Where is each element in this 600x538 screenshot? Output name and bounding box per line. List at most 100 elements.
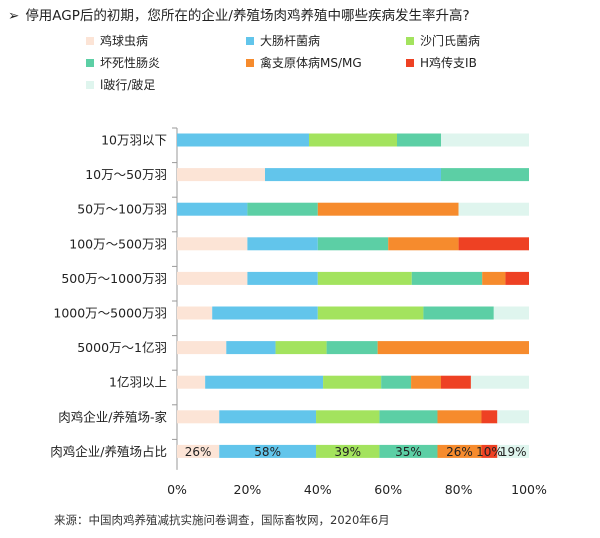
bar-segment <box>177 410 220 424</box>
x-tick-label: 0% <box>167 482 187 497</box>
legend-item: 禽支原体病MS/MG <box>246 56 362 70</box>
x-tick-label: 60% <box>374 482 402 497</box>
legend-item: 鸡球虫病 <box>86 34 148 48</box>
x-tick-label: 40% <box>304 482 332 497</box>
bar-segment <box>411 271 483 285</box>
category-label: 100万～500万羽 <box>69 236 167 251</box>
category-label: 肉鸡企业/养殖场占比 <box>50 444 167 459</box>
legend-label: 大肠杆菌病 <box>260 34 321 48</box>
bar-segment <box>323 375 382 389</box>
legend-swatch <box>246 37 254 45</box>
bar-segment <box>177 306 213 320</box>
bar-segment <box>212 306 318 320</box>
legend-swatch <box>406 37 414 45</box>
data-label: 58% <box>254 445 281 459</box>
data-label: 26% <box>446 445 473 459</box>
bar-segment <box>205 375 324 389</box>
bar-segment <box>377 341 529 355</box>
bar-segment <box>423 306 494 320</box>
bar-segment <box>265 168 441 182</box>
bar-segment <box>379 410 438 424</box>
bar-segment <box>458 237 529 251</box>
bar-segment <box>219 410 317 424</box>
legend-item: H鸡传支IB <box>406 56 477 70</box>
stacked-bar-chart: 10万羽以下 10万～50万羽 50万～100万羽 100万～500万羽 500万～10… <box>50 127 547 497</box>
category-label: 10万～50万羽 <box>85 167 167 182</box>
bar-segment <box>326 341 378 355</box>
bar-segment <box>388 237 459 251</box>
legend-label: l跛行/跛足 <box>100 78 156 92</box>
bar-segment <box>219 444 317 458</box>
bar-segment <box>316 410 380 424</box>
legend-label: 坏死性肠炎 <box>100 56 161 70</box>
bar-segment <box>482 271 506 285</box>
category-label: 1亿羽以上 <box>109 375 167 390</box>
bar-segment <box>379 444 438 458</box>
bar-segment <box>177 271 248 285</box>
bar-segment <box>177 168 265 182</box>
bar-segment <box>316 444 380 458</box>
bar-segment <box>309 133 397 147</box>
bar-segment <box>497 410 529 424</box>
data-label: 19% <box>500 445 527 459</box>
bar-segment <box>177 341 227 355</box>
bar-segment <box>317 271 412 285</box>
bar-segment <box>177 375 206 389</box>
source-note: 来源：中国肉鸡养殖减抗实施问卷调查，国际畜牧网，2020年6月 <box>54 513 390 527</box>
data-label: 26% <box>185 445 212 459</box>
title-arrow-icon: ➢ <box>8 8 20 24</box>
legend-label: 沙门氏菌病 <box>420 34 481 48</box>
bar-segment <box>247 237 318 251</box>
bar-segment <box>411 375 441 389</box>
bar-segment <box>493 306 529 320</box>
category-label: 50万～100万羽 <box>77 202 167 217</box>
legend-item: l跛行/跛足 <box>86 78 155 92</box>
category-label: 肉鸡企业/养殖场-家 <box>58 409 167 424</box>
x-tick-label: 80% <box>445 482 473 497</box>
data-label: 35% <box>395 445 422 459</box>
x-tick-label: 100% <box>511 482 547 497</box>
bar-segment <box>317 237 389 251</box>
bar-segment <box>397 133 441 147</box>
bar-segment <box>317 306 424 320</box>
legend-label: 鸡球虫病 <box>100 34 149 48</box>
bar-segment <box>177 444 220 458</box>
bar-segment <box>481 410 498 424</box>
legend-item: 坏死性肠炎 <box>86 56 160 70</box>
category-label: 500万～1000万羽 <box>61 271 167 286</box>
bar-segment <box>481 444 498 458</box>
bar-segment <box>470 375 529 389</box>
bar-segment <box>505 271 529 285</box>
bar-segment <box>437 444 482 458</box>
bar-segment <box>458 202 529 216</box>
bar-segment <box>247 202 318 216</box>
category-label: 10万羽以下 <box>101 133 167 148</box>
category-label: 5000万～1亿羽 <box>77 340 167 355</box>
legend-swatch <box>86 59 94 67</box>
bar-segment <box>441 133 529 147</box>
bar-segment <box>441 168 529 182</box>
bar-segment <box>177 202 248 216</box>
bar-segment <box>226 341 276 355</box>
legend-swatch <box>86 81 94 89</box>
bar-segment <box>275 341 327 355</box>
bar-segment <box>317 202 459 216</box>
legend-swatch <box>406 59 414 67</box>
bar-segment <box>437 410 482 424</box>
legend-label: 禽支原体病MS/MG <box>260 56 362 70</box>
bar-segment <box>381 375 412 389</box>
legend-swatch <box>86 37 94 45</box>
legend-item: 大肠杆菌病 <box>246 34 320 48</box>
x-tick-label: 20% <box>234 482 262 497</box>
category-label: 1000万～5000万羽 <box>53 306 167 321</box>
bar-segment <box>177 133 309 147</box>
legend-label: H鸡传支IB <box>420 56 477 70</box>
title-text: 停用AGP后的初期，您所在的企业/养殖场肉鸡养殖中哪些疾病发生率升高? <box>25 8 470 24</box>
chart-title: ➢ 停用AGP后的初期，您所在的企业/养殖场肉鸡养殖中哪些疾病发生率升高? <box>8 4 598 24</box>
data-label: 10% <box>476 445 503 459</box>
bar-segment <box>247 271 318 285</box>
data-label: 39% <box>334 445 361 459</box>
legend-item: 沙门氏菌病 <box>406 34 480 48</box>
legend-swatch <box>246 59 254 67</box>
bar-segment <box>441 375 471 389</box>
